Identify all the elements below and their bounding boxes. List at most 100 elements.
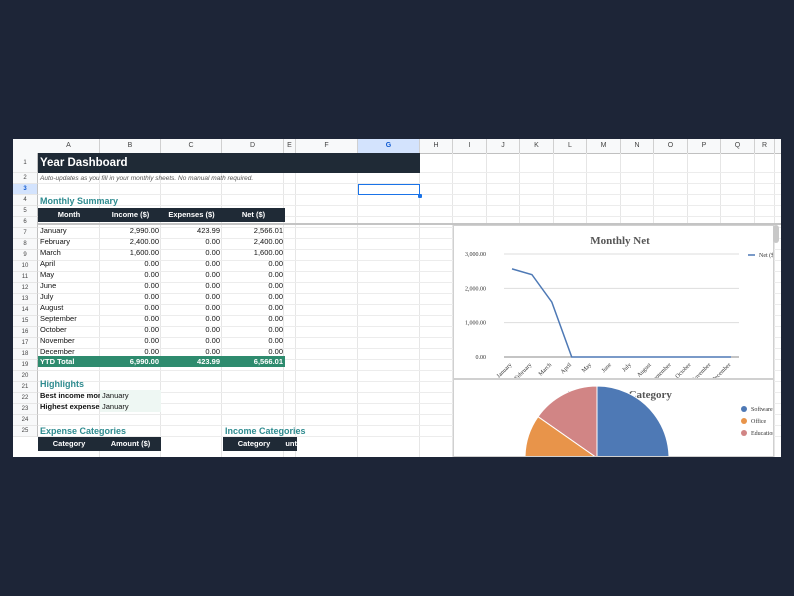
month-cell[interactable]: November [40,336,75,345]
column-header-q[interactable]: Q [721,139,755,153]
month-cell[interactable]: January [40,226,67,235]
column-header-p[interactable]: P [688,139,721,153]
ytd-total-row[interactable]: YTD Total 6,990.00 423.99 6,566.01 [38,356,285,367]
row-header-25[interactable]: 25 [13,426,38,437]
highlight-label[interactable]: Best income month [40,391,100,400]
value-cell[interactable]: 0.00 [205,270,220,279]
column-header-k[interactable]: K [520,139,554,153]
highlight-value[interactable]: January [102,391,129,400]
highlight-value[interactable]: January [102,402,129,411]
column-header-i[interactable]: I [453,139,487,153]
value-cell[interactable]: 1,600.00 [253,248,283,257]
value-cell[interactable]: 0.00 [205,281,220,290]
row-header-18[interactable]: 18 [13,349,38,360]
value-cell[interactable]: 0.00 [144,270,159,279]
column-header-d[interactable]: D [222,139,284,153]
column-header-g[interactable]: G [358,139,420,153]
value-cell[interactable]: 2,566.01 [253,226,283,235]
row-header-9[interactable]: 9 [13,250,38,261]
monthly-net-chart[interactable]: Monthly Net 0.00 1,000.00 2,000.00 3,000.00 J… [453,225,774,379]
row-header-20[interactable]: 20 [13,371,38,382]
value-cell[interactable]: 0.00 [144,336,159,345]
expenses-by-category-chart[interactable]: Expenses by CategorySoftwareOfficeEducat… [453,379,774,457]
value-cell[interactable]: 0.00 [268,281,283,290]
row-header-14[interactable]: 14 [13,305,38,316]
row-header-6[interactable]: 6 [13,217,38,228]
ytd-total-value[interactable]: 6,990.00 [129,357,159,366]
month-cell[interactable]: December [40,347,75,356]
row-header-3[interactable]: 3 [13,184,38,195]
column-header-e[interactable]: E [284,139,296,153]
vertical-scrollbar-thumb[interactable] [773,225,779,243]
month-cell[interactable]: September [40,314,77,323]
column-header-l[interactable]: L [554,139,587,153]
value-cell[interactable]: 423.99 [197,226,220,235]
value-cell[interactable]: 2,990.00 [129,226,159,235]
row-header-7[interactable]: 7 [13,228,38,239]
row-header-5[interactable]: 5 [13,206,38,217]
value-cell[interactable]: 0.00 [205,314,220,323]
row-header-19[interactable]: 19 [13,360,38,371]
column-header-r[interactable]: R [755,139,775,153]
column-header-m[interactable]: M [587,139,621,153]
row-header-2[interactable]: 2 [13,173,38,184]
month-cell[interactable]: February [40,237,71,246]
value-cell[interactable]: 0.00 [268,347,283,356]
value-cell[interactable]: 0.00 [205,292,220,301]
value-cell[interactable]: 0.00 [205,347,220,356]
month-cell[interactable]: April [40,259,56,268]
row-header-23[interactable]: 23 [13,404,38,415]
value-cell[interactable]: 1,600.00 [129,248,159,257]
value-cell[interactable]: 0.00 [268,259,283,268]
column-header-a[interactable]: A [38,139,100,153]
ytd-total-value[interactable]: 6,566.01 [253,357,283,366]
selected-cell-g3[interactable] [358,184,420,195]
month-cell[interactable]: October [40,325,67,334]
column-header-o[interactable]: O [654,139,688,153]
value-cell[interactable]: 0.00 [205,303,220,312]
row-header-1[interactable]: 1 [13,153,38,173]
row-header-12[interactable]: 12 [13,283,38,294]
value-cell[interactable]: 0.00 [205,325,220,334]
row-header-16[interactable]: 16 [13,327,38,338]
row-header-21[interactable]: 21 [13,382,38,393]
value-cell[interactable]: 0.00 [205,237,220,246]
value-cell[interactable]: 0.00 [144,292,159,301]
row-header-22[interactable]: 22 [13,393,38,404]
value-cell[interactable]: 0.00 [268,336,283,345]
row-header-15[interactable]: 15 [13,316,38,327]
value-cell[interactable]: 0.00 [144,325,159,334]
value-cell[interactable]: 0.00 [205,248,220,257]
column-header-h[interactable]: H [420,139,453,153]
month-cell[interactable]: June [40,281,57,290]
column-header-b[interactable]: B [100,139,161,153]
row-header-11[interactable]: 11 [13,272,38,283]
highlight-label[interactable]: Highest expense month [40,402,100,411]
value-cell[interactable]: 0.00 [268,270,283,279]
value-cell[interactable]: 0.00 [268,325,283,334]
freeze-divider[interactable] [38,223,781,225]
row-header-13[interactable]: 13 [13,294,38,305]
ytd-total-value[interactable]: 423.99 [197,357,220,366]
value-cell[interactable]: 0.00 [144,303,159,312]
row-header-24[interactable]: 24 [13,415,38,426]
value-cell[interactable]: 0.00 [205,259,220,268]
value-cell[interactable]: 0.00 [144,259,159,268]
column-header-c[interactable]: C [161,139,222,153]
row-header-8[interactable]: 8 [13,239,38,250]
month-cell[interactable]: March [40,248,61,257]
column-header-n[interactable]: N [621,139,654,153]
value-cell[interactable]: 0.00 [268,303,283,312]
row-header-17[interactable]: 17 [13,338,38,349]
column-header-f[interactable]: F [296,139,358,153]
value-cell[interactable]: 0.00 [268,314,283,323]
month-cell[interactable]: August [40,303,64,312]
value-cell[interactable]: 2,400.00 [129,237,159,246]
value-cell[interactable]: 2,400.00 [253,237,283,246]
value-cell[interactable]: 0.00 [144,347,159,356]
value-cell[interactable]: 0.00 [268,292,283,301]
ytd-total-label[interactable]: YTD Total [40,357,75,366]
value-cell[interactable]: 0.00 [144,314,159,323]
month-cell[interactable]: May [40,270,55,279]
